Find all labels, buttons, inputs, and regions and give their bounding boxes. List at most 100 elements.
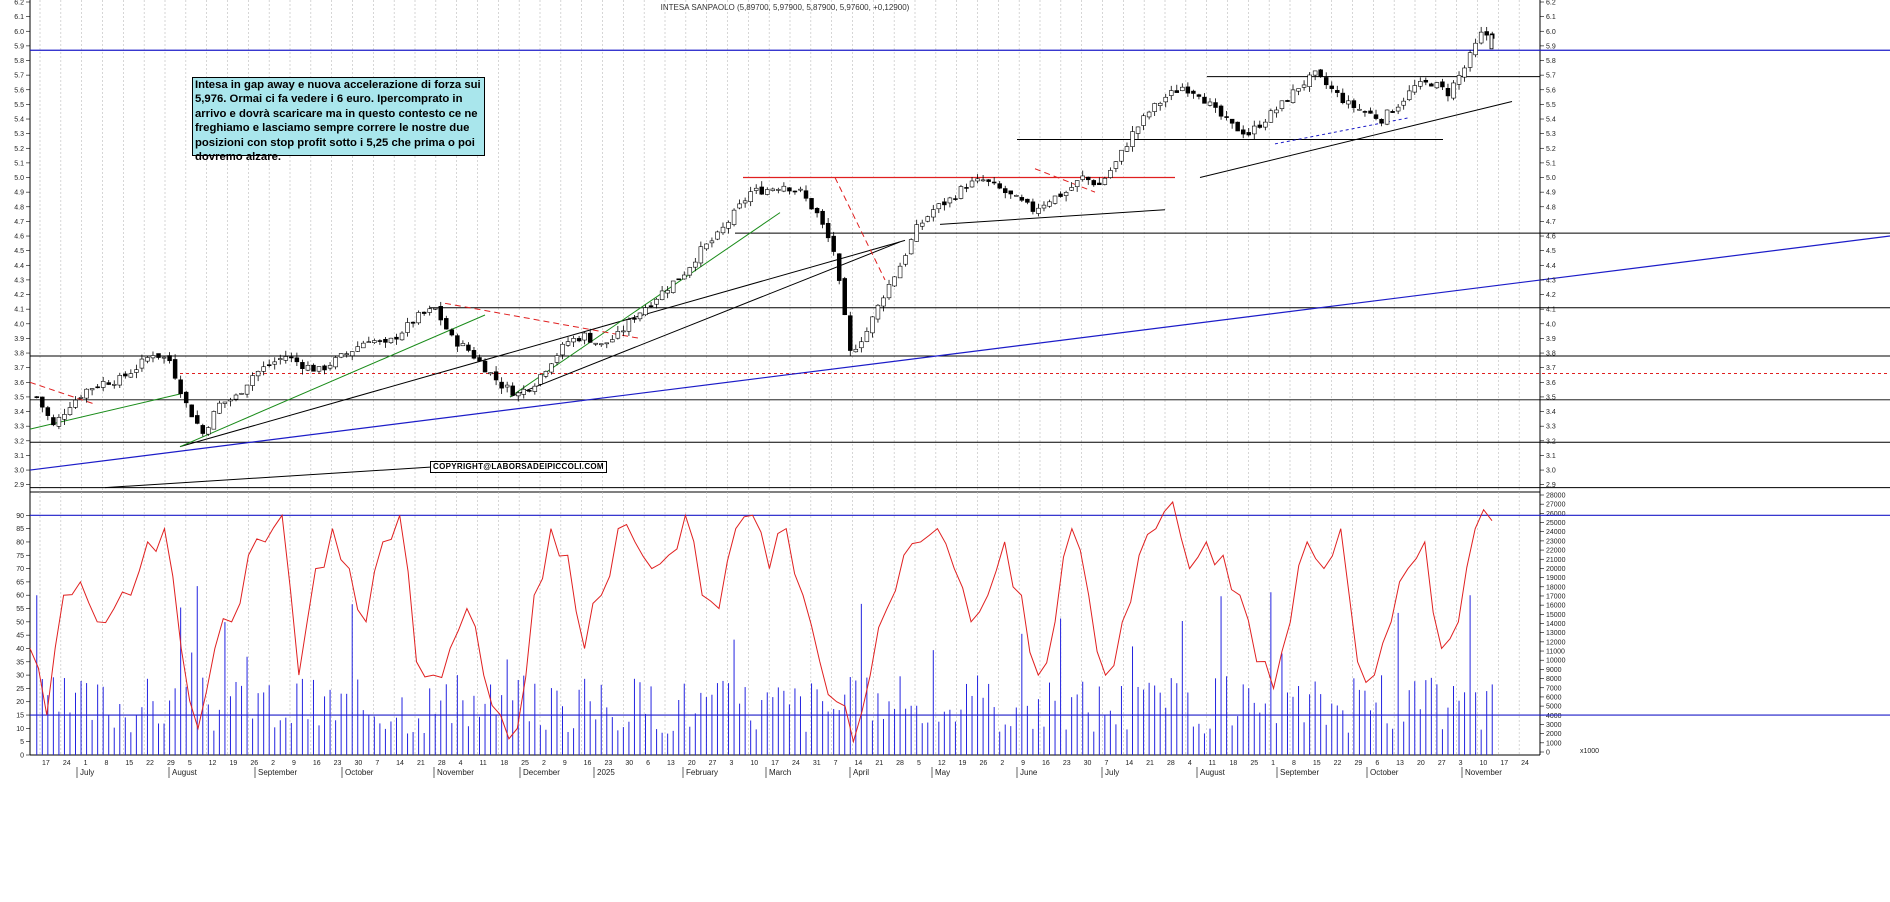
- osc-tick: 40: [16, 646, 24, 653]
- candle-body: [1318, 69, 1323, 77]
- candle-body: [1135, 126, 1141, 134]
- candle-body: [1401, 100, 1406, 106]
- volume-tick: 12000: [1546, 639, 1566, 646]
- price-tick: 5.7: [14, 73, 24, 80]
- day-tick: 14: [855, 760, 863, 767]
- candle-body: [792, 190, 798, 193]
- price-tick: 4.8: [1546, 204, 1556, 211]
- candle-body: [936, 203, 942, 210]
- candle-body: [532, 385, 538, 392]
- candle-body: [62, 414, 67, 420]
- candle-body: [206, 427, 211, 435]
- candle-body: [266, 364, 272, 366]
- candle-body: [947, 197, 953, 204]
- candle-body: [261, 366, 266, 372]
- candle-body: [1014, 194, 1019, 197]
- volume-tick: 8000: [1546, 676, 1562, 683]
- candle-body: [925, 216, 930, 222]
- day-tick: 28: [1167, 760, 1175, 767]
- candle-body: [189, 404, 194, 418]
- candle-body: [1257, 124, 1263, 128]
- copyright-label: COPYRIGHT@LABORSADEIPICCOLI.COM: [430, 461, 607, 473]
- price-tick: 2.9: [1546, 482, 1556, 489]
- osc-tick: 70: [16, 566, 24, 573]
- candle-body: [1152, 103, 1157, 112]
- candle-body: [1335, 90, 1340, 93]
- candle-body: [1169, 90, 1174, 96]
- candle-body: [748, 191, 753, 203]
- candle-body: [693, 261, 698, 268]
- price-tick: 3.1: [1546, 453, 1556, 460]
- candle-body: [942, 201, 947, 206]
- horizontal-levels: [30, 49, 1890, 489]
- day-tick: 16: [584, 760, 592, 767]
- candle-body: [1157, 102, 1163, 106]
- day-tick: 20: [1417, 760, 1425, 767]
- osc-tick: 75: [16, 553, 24, 560]
- osc-tick: 10: [16, 726, 24, 733]
- candle-body: [842, 278, 847, 316]
- candle-body: [1362, 111, 1368, 113]
- candle-body: [1451, 82, 1456, 99]
- candle-body: [128, 373, 134, 378]
- price-tick: 4.6: [14, 234, 24, 241]
- candle-body: [244, 384, 250, 395]
- candle-body: [931, 209, 936, 218]
- price-tick: 6.1: [1546, 14, 1556, 21]
- osc-tick: 30: [16, 673, 24, 680]
- candle-body: [919, 222, 925, 227]
- candle-body: [488, 372, 493, 375]
- candle-body: [997, 183, 1002, 189]
- price-tick: 5.4: [1546, 117, 1556, 124]
- candle-body: [272, 361, 277, 365]
- price-tick: 5.8: [1546, 58, 1556, 65]
- month-tick: December: [523, 768, 560, 777]
- day-tick: 12: [209, 760, 217, 767]
- candle-body: [587, 332, 593, 343]
- candle-body: [327, 365, 333, 369]
- price-tick: 4.4: [14, 263, 24, 270]
- day-tick: 8: [105, 760, 109, 767]
- candle-body: [1207, 101, 1213, 106]
- day-tick: 29: [167, 760, 175, 767]
- candle-body: [471, 350, 477, 359]
- day-tick: 28: [896, 760, 904, 767]
- volume-tick: 25000: [1546, 520, 1566, 527]
- candle-body: [416, 312, 421, 324]
- candle-body: [626, 319, 632, 332]
- day-tick: 19: [230, 760, 238, 767]
- candle-body: [172, 359, 178, 379]
- price-tick: 4.5: [1546, 248, 1556, 255]
- candle-body: [1213, 102, 1218, 108]
- candle-body: [372, 340, 377, 343]
- candle-body: [1456, 75, 1462, 85]
- candle-body: [571, 338, 576, 343]
- candle-body: [510, 385, 515, 396]
- candle-body: [836, 253, 842, 281]
- day-tick: 16: [1042, 760, 1050, 767]
- volume-tick: 15000: [1546, 612, 1566, 619]
- candle-body: [731, 209, 737, 225]
- candle-body: [825, 223, 831, 239]
- candle-body: [1340, 92, 1346, 104]
- day-tick: 30: [355, 760, 363, 767]
- candle-body: [1074, 180, 1080, 188]
- candle-body: [1069, 187, 1074, 191]
- osc-tick: 65: [16, 579, 24, 586]
- last-candle: [1489, 34, 1494, 50]
- candle-body: [787, 187, 792, 192]
- oscillator-panel: 0 5 10 15 20 25 30 35 40 45 50 55 60 65 70 75 80 85 90 0 100…: [16, 493, 1890, 760]
- day-tick: 25: [1250, 760, 1258, 767]
- day-tick: 18: [500, 760, 508, 767]
- candle-body: [410, 321, 416, 324]
- day-tick: 6: [1375, 760, 1379, 767]
- price-tick: 3.9: [14, 336, 24, 343]
- candle-body: [914, 224, 919, 242]
- price-tick: 3.3: [14, 424, 24, 431]
- candle-body: [1412, 85, 1417, 93]
- candle-body: [875, 304, 881, 320]
- candle-body: [1329, 85, 1334, 89]
- candle-body: [908, 239, 914, 255]
- day-tick: 27: [1438, 760, 1446, 767]
- candle-body: [167, 355, 172, 362]
